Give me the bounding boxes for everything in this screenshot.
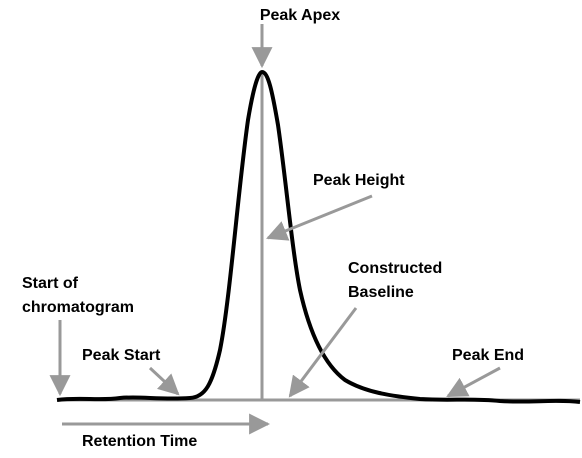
label: Peak Start (82, 347, 161, 364)
label: Peak Height (313, 172, 405, 189)
label: Peak Apex (260, 7, 340, 24)
label: Start of (22, 275, 79, 292)
arrow (288, 307, 358, 398)
label: Retention Time (82, 433, 197, 450)
peak-curve (56, 70, 581, 404)
label: Baseline (348, 284, 414, 301)
label: Constructed (348, 260, 442, 277)
arrow (148, 366, 180, 396)
arrow (446, 366, 501, 398)
arrow (266, 194, 373, 241)
labels: Peak Apex Peak Height Constructed Baseli… (22, 7, 524, 450)
arrows (49, 24, 501, 435)
label: Peak End (452, 347, 524, 364)
label: chromatogram (22, 299, 134, 316)
